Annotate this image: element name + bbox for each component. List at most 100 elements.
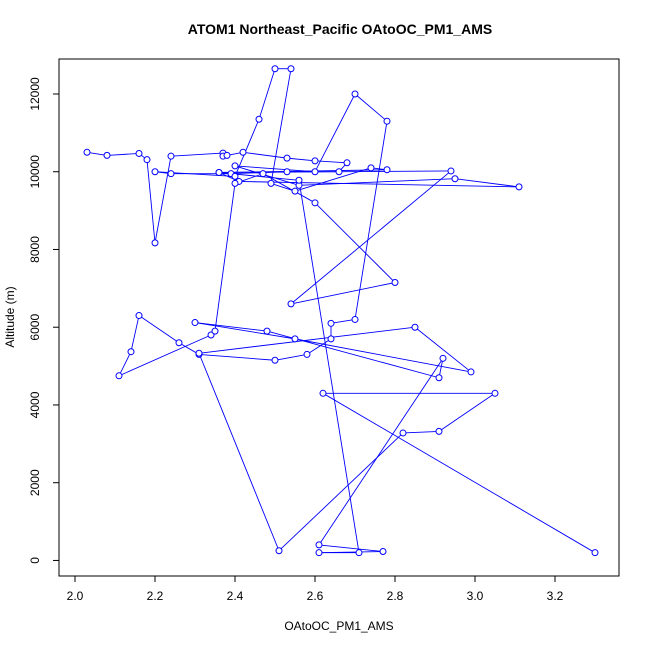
series-segment [194, 322, 296, 340]
data-point [439, 354, 447, 362]
series-segment [146, 159, 156, 243]
data-point [379, 548, 387, 556]
data-point [383, 117, 391, 125]
data-point [311, 199, 319, 207]
data-point [351, 90, 359, 98]
series-segment [194, 322, 268, 332]
series-segment [278, 432, 404, 552]
data-point [127, 348, 135, 356]
series-segment [318, 358, 444, 546]
data-point [351, 315, 359, 323]
series-segment [270, 68, 292, 184]
data-point [311, 168, 319, 176]
data-point [83, 148, 91, 156]
series-segment [290, 282, 396, 305]
y-axis: 0 2000 4000 6000 8000 10000 12000 [28, 77, 59, 564]
data-point [343, 159, 351, 167]
data-point [591, 549, 599, 557]
plot-frame [58, 58, 620, 577]
data-point [135, 312, 143, 320]
data-point [311, 157, 319, 165]
series-segment [290, 170, 452, 305]
y-tick-label: 0 [28, 557, 42, 564]
series-segment [258, 68, 276, 120]
data-point [467, 368, 475, 376]
x-tick-label: 2.4 [227, 589, 244, 603]
series-segment [294, 338, 472, 373]
data-point [211, 327, 219, 335]
series-segment [354, 121, 388, 320]
data-point [267, 179, 275, 187]
series-segment [414, 326, 472, 373]
y-tick-label: 2000 [28, 469, 42, 496]
x-tick-label: 2.6 [307, 589, 324, 603]
series-segment [170, 152, 224, 157]
data-point [303, 350, 311, 358]
series-segment [138, 315, 180, 344]
data-point [271, 65, 279, 73]
series-segment [106, 153, 140, 156]
data-point [367, 164, 375, 172]
series-segment [314, 93, 356, 172]
data-point [447, 167, 455, 175]
series-segment [198, 353, 280, 551]
series-segment [286, 157, 316, 162]
data-point [143, 156, 151, 164]
chart-title: ATOM1 Northeast_Pacific OAtoOC_PM1_AMS [188, 21, 492, 37]
series-segment [354, 93, 388, 122]
series-segment [402, 430, 440, 434]
data-point [223, 151, 231, 159]
series-segment [314, 202, 396, 283]
y-tick-label: 8000 [28, 236, 42, 263]
y-tick-label: 12000 [28, 77, 42, 111]
series-segment [198, 353, 276, 361]
series-segment [274, 353, 308, 361]
data-point [175, 339, 183, 347]
data-point [319, 389, 327, 397]
series-segment [318, 551, 384, 554]
y-tick-label: 10000 [28, 155, 42, 189]
series-segment [154, 156, 172, 243]
data-point [399, 429, 407, 437]
data-point [515, 183, 523, 191]
data-point [135, 149, 143, 157]
data-point [355, 549, 363, 557]
data-point [283, 154, 291, 162]
series-segment [218, 170, 452, 173]
data-point [491, 389, 499, 397]
data-point [239, 148, 247, 156]
data-point [167, 170, 175, 178]
x-tick-label: 2.0 [67, 589, 84, 603]
data-point [231, 162, 239, 170]
series-segment [298, 180, 360, 553]
series-segment [238, 180, 520, 188]
data-point [103, 151, 111, 159]
data-point [231, 172, 239, 180]
data-point [411, 323, 419, 331]
series-segment [234, 165, 316, 173]
series-segment [198, 326, 416, 354]
series-segment [130, 315, 140, 352]
data-point [215, 169, 223, 177]
series-segment [330, 318, 356, 324]
series-segment [454, 178, 520, 188]
x-axis-label: OAtoOC_PM1_AMS [284, 619, 393, 633]
data-point [435, 427, 443, 435]
series-segment [306, 338, 332, 355]
series-segment [438, 392, 496, 432]
y-tick-label: 6000 [28, 314, 42, 341]
data-point [115, 372, 123, 380]
data-point [383, 166, 391, 174]
series-segment [118, 334, 212, 377]
data-point [315, 541, 323, 549]
data-point [327, 319, 335, 327]
data-point [275, 547, 283, 555]
data-point [151, 168, 159, 176]
data-point [451, 175, 459, 183]
data-point [291, 335, 299, 343]
data-point [151, 239, 159, 247]
x-tick-label: 3.2 [547, 589, 564, 603]
data-point [287, 65, 295, 73]
x-tick-label: 2.2 [147, 589, 164, 603]
